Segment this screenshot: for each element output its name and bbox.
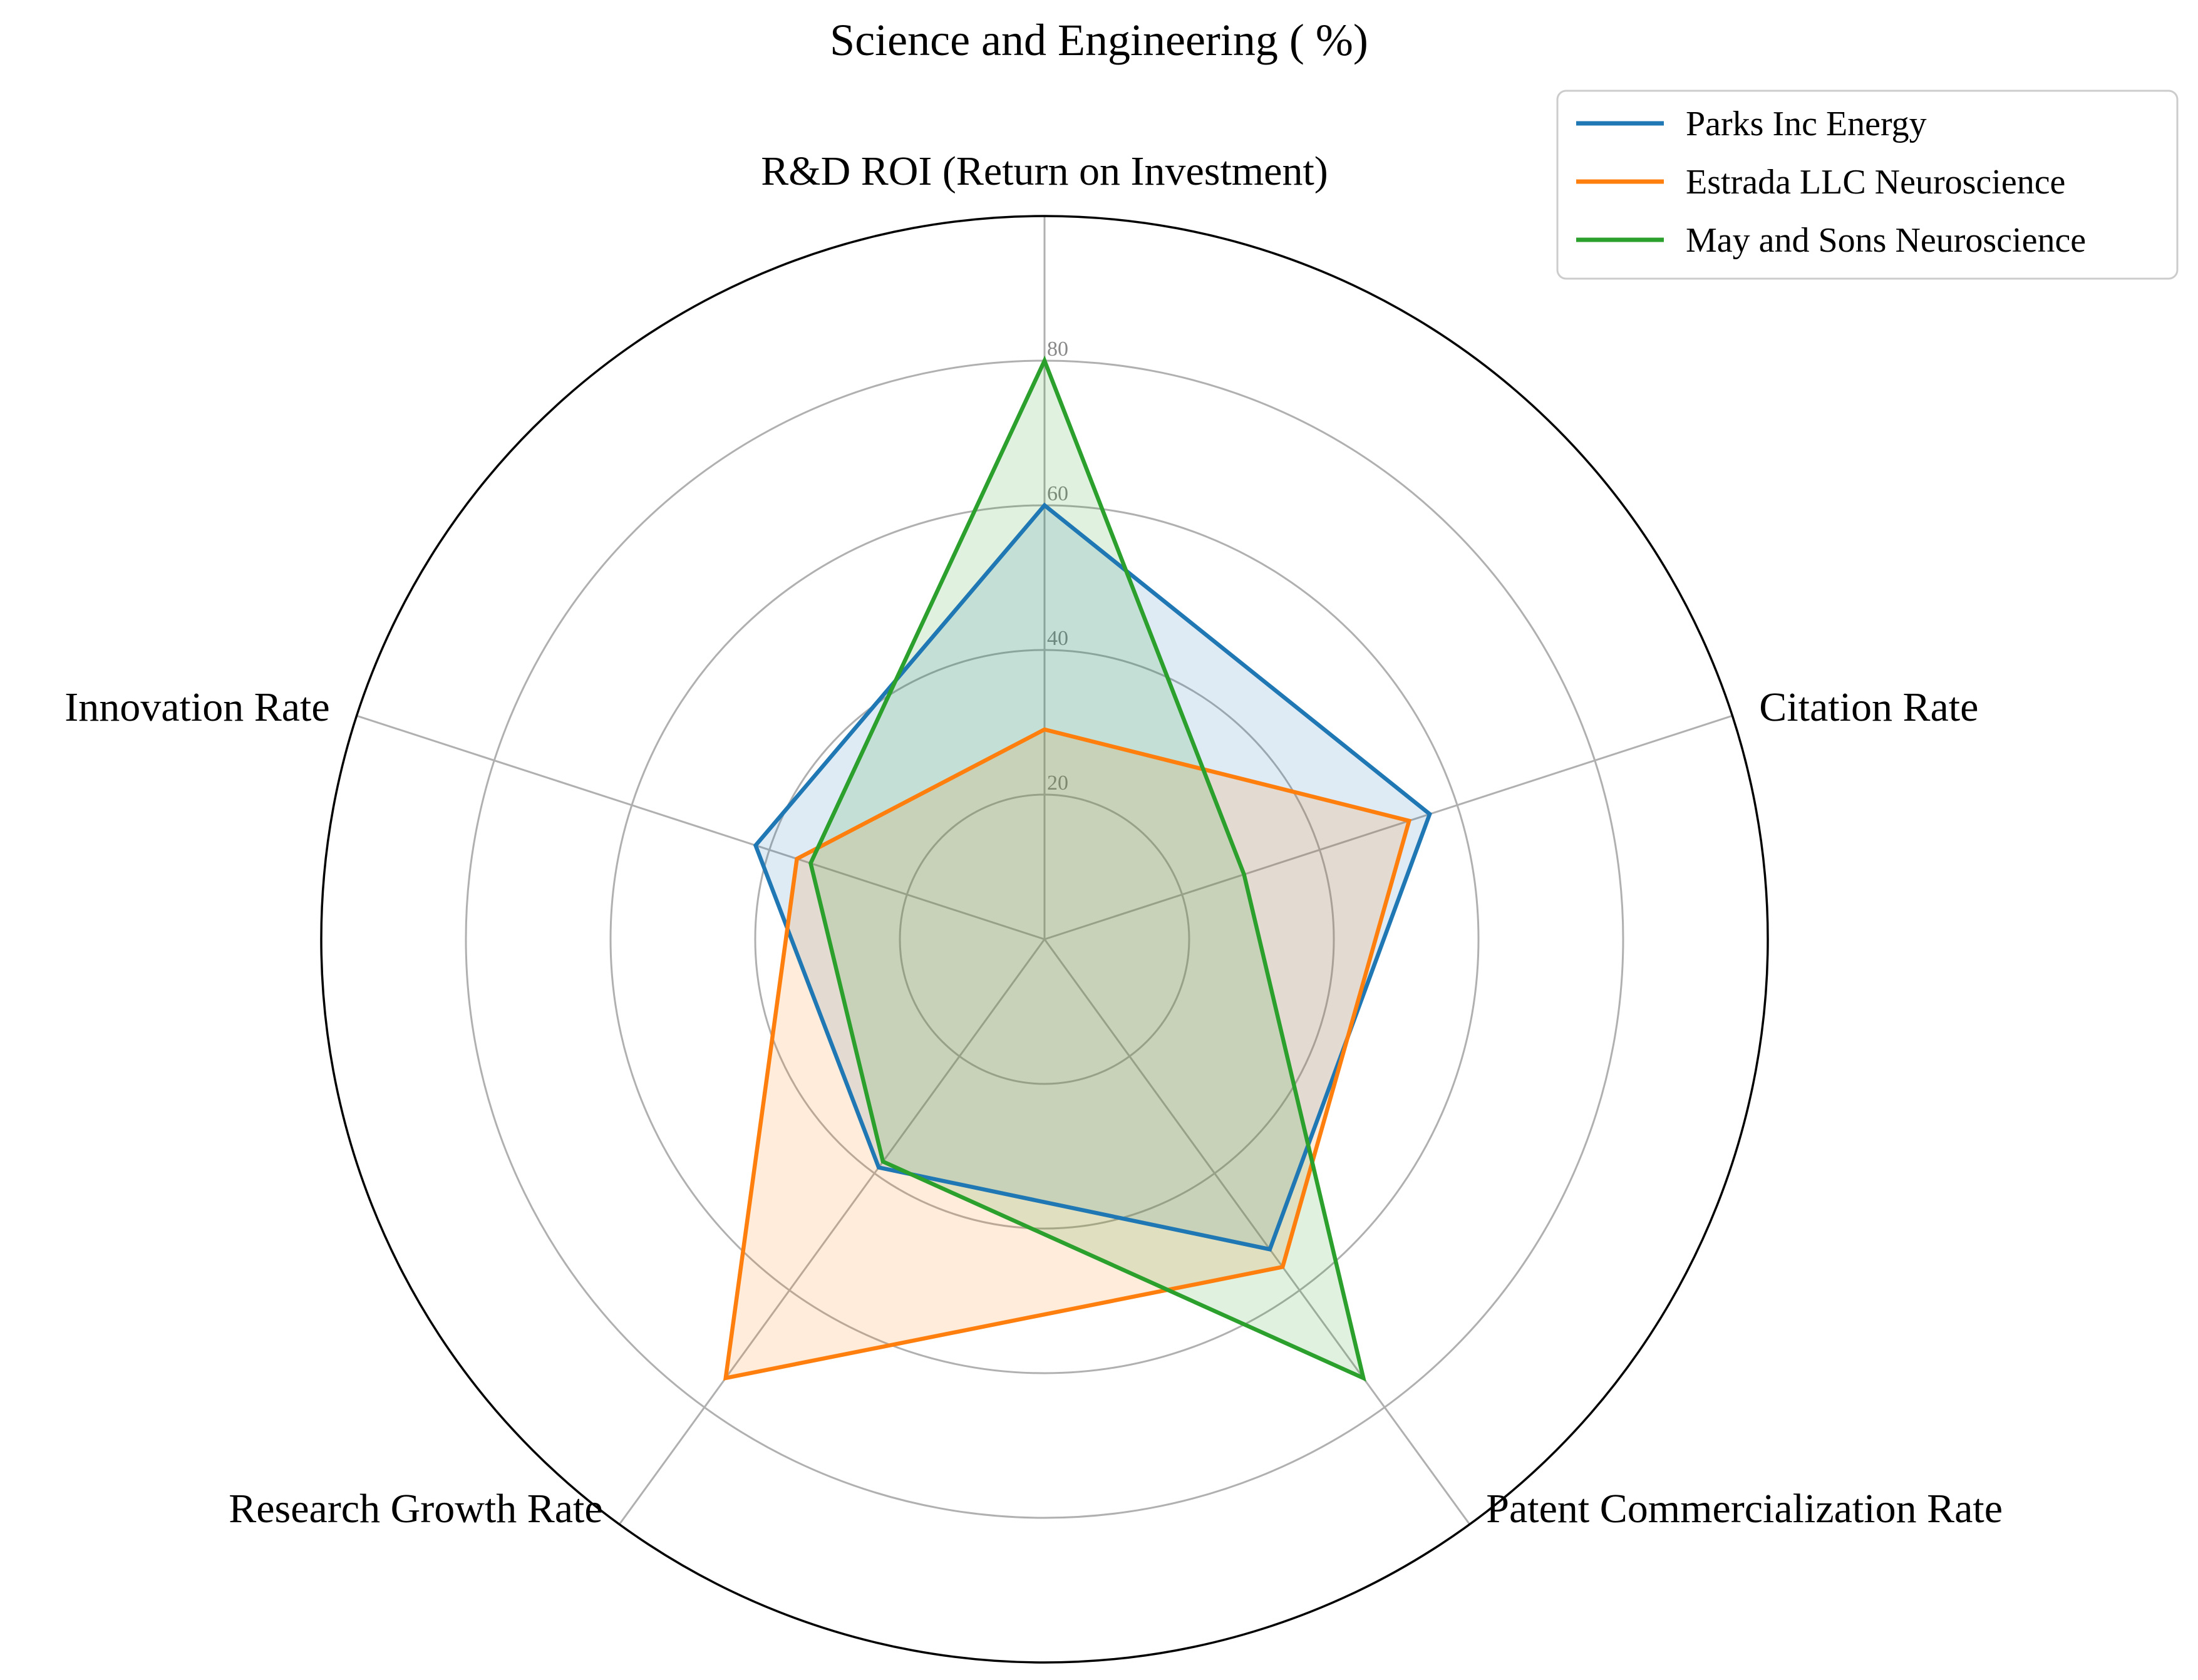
series-line — [808, 355, 1366, 1382]
radar-grid: 20 40 60 80 — [320, 215, 1769, 1664]
axis-spoke — [1044, 714, 1733, 940]
radial-tick-label: 20 — [1047, 771, 1068, 795]
legend-frame — [1556, 90, 2179, 280]
legend-label: Estrada LLC Neuroscience — [1686, 163, 2065, 202]
series-line — [723, 727, 1412, 1381]
axis-spoke — [356, 714, 1045, 940]
axis-label: Research Growth Rate — [229, 1486, 602, 1532]
radial-tick-label: 40 — [1047, 627, 1068, 650]
radial-tick-label: 80 — [1047, 338, 1068, 361]
axis-label: Innovation Rate — [64, 684, 329, 730]
axis-labels: R&D ROI (Return on Investment) Citation R… — [64, 148, 2003, 1532]
axis-label: R&D ROI (Return on Investment) — [761, 148, 1328, 194]
legend: Parks Inc Energy Estrada LLC Neuroscience… — [1556, 90, 2179, 280]
series-line — [753, 502, 1432, 1252]
series-area — [725, 729, 1410, 1378]
axis-label: Citation Rate — [1759, 684, 1978, 730]
radial-tick-label: 60 — [1047, 482, 1068, 505]
axis-spoke — [618, 939, 1046, 1525]
series-area — [755, 505, 1430, 1250]
legend-label: May and Sons Neuroscience — [1686, 221, 2086, 260]
axis-spoke — [1043, 939, 1471, 1525]
axis-label: Patent Commercialization Rate — [1486, 1486, 2003, 1532]
legend-label: Parks Inc Energy — [1686, 105, 1927, 143]
radar-series — [723, 355, 1432, 1382]
outer-frame — [320, 215, 1769, 1664]
chart-title: Science and Engineering ( %) — [830, 15, 1368, 65]
